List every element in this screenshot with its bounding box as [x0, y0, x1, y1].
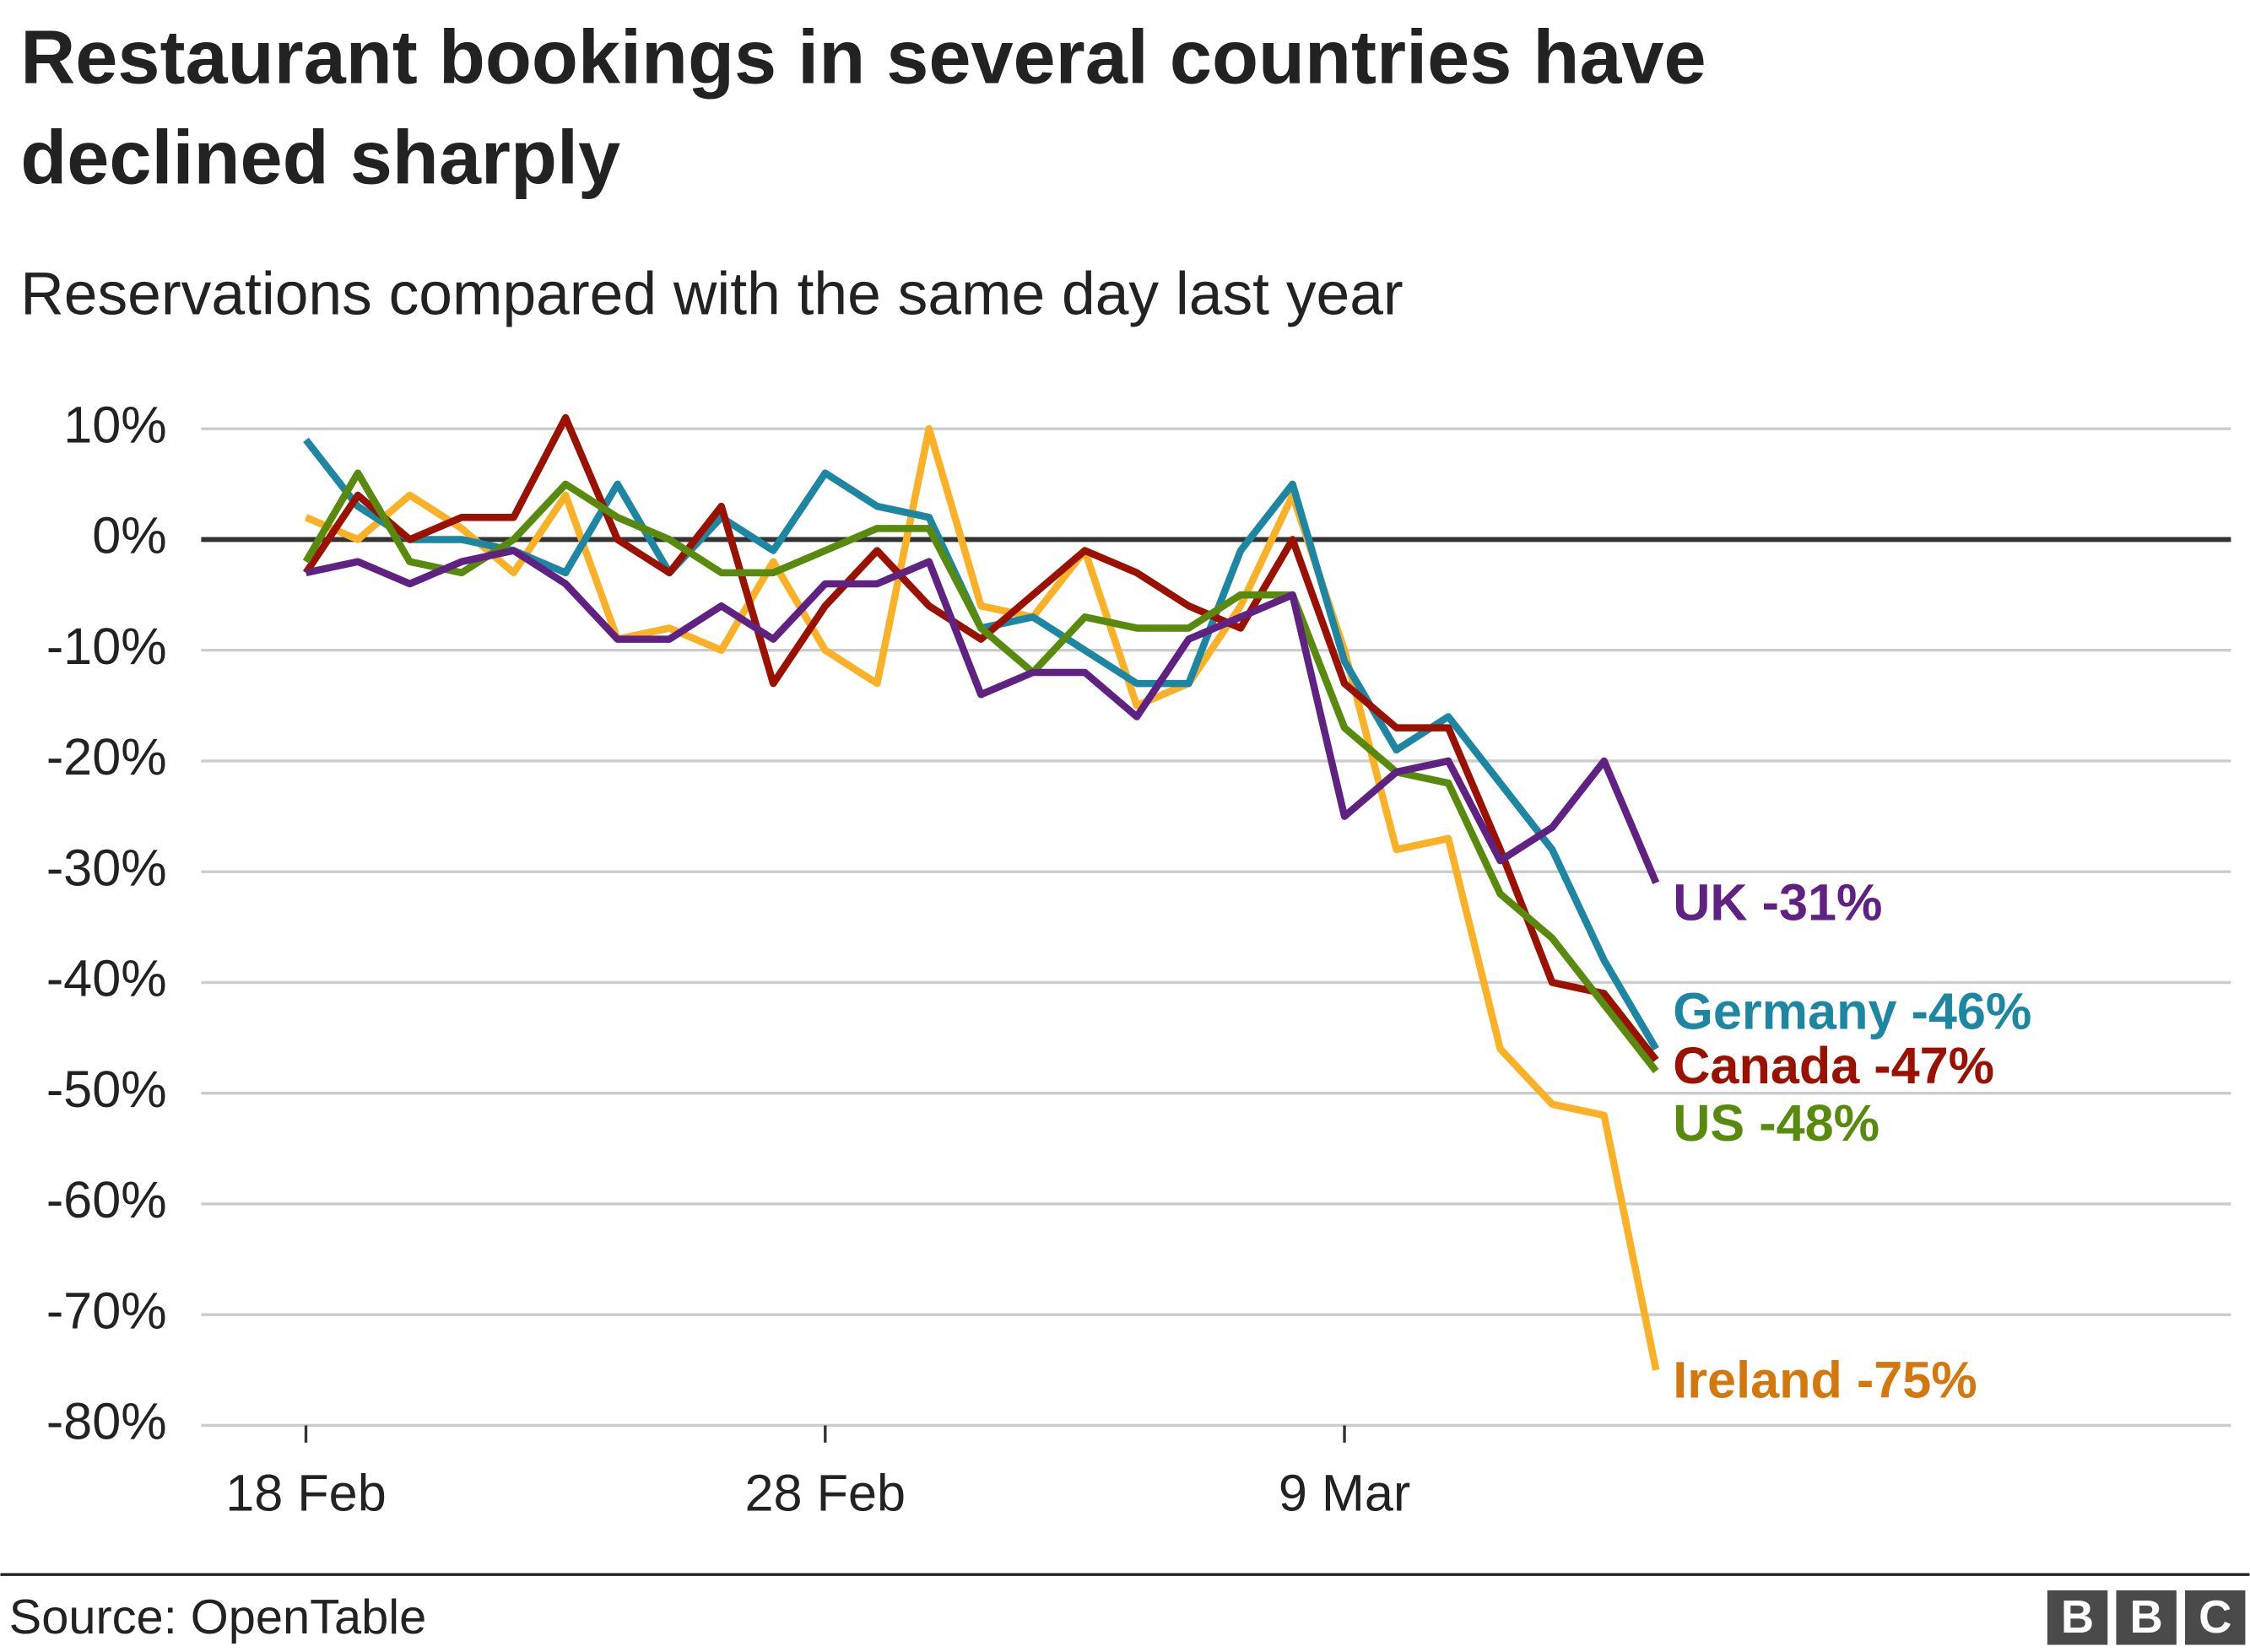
series-line: [305, 547, 1660, 884]
logo-box: [2185, 1590, 2246, 1645]
y-tick-label: -20%: [46, 728, 167, 786]
x-tick-label: 9 Mar: [1279, 1465, 1410, 1522]
y-tick-label: 0%: [92, 507, 166, 564]
y-tick-label: -10%: [46, 618, 167, 675]
chart-title: Restaurant bookings in several countries…: [20, 15, 1706, 100]
logo-box: [2047, 1590, 2108, 1645]
y-tick-label: -60%: [46, 1171, 167, 1228]
series-line: [304, 424, 1660, 1371]
logo-box: [2116, 1590, 2177, 1645]
y-tick-label: -40%: [46, 950, 167, 1007]
series-label: UK -31%: [1673, 873, 1882, 931]
chart-title: declined sharply: [20, 116, 620, 201]
y-tick-label: -30%: [46, 839, 167, 896]
series-line: [302, 469, 1659, 1074]
y-tick-label: 10%: [63, 396, 166, 453]
logo-letter: B: [2061, 1591, 2094, 1643]
series-label: US -48%: [1673, 1094, 1880, 1152]
chart-subtitle: Reservations compared with the same day …: [20, 260, 1403, 327]
series-label: Ireland -75%: [1673, 1351, 1977, 1408]
x-tick-label: 18 Feb: [225, 1465, 386, 1522]
y-tick-label: -70%: [46, 1282, 167, 1339]
logo-letter: B: [2130, 1591, 2163, 1643]
logo-letter: C: [2199, 1591, 2231, 1643]
series-label: Canada -47%: [1673, 1037, 1994, 1094]
source: Source: OpenTable: [9, 1590, 427, 1644]
y-tick-label: -50%: [46, 1061, 167, 1118]
series-line: [302, 413, 1659, 1062]
y-tick-label: -80%: [46, 1393, 167, 1450]
x-tick-label: 28 Feb: [745, 1465, 906, 1522]
series-label: Germany -46%: [1673, 983, 2031, 1040]
